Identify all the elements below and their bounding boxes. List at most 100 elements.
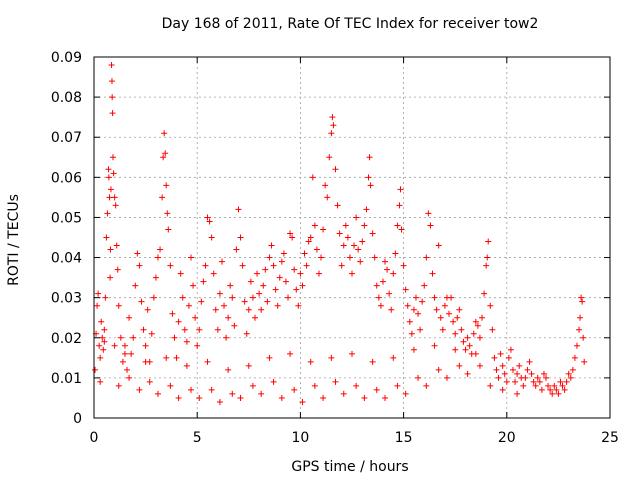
data-point-marker	[543, 374, 550, 381]
data-point-marker	[307, 358, 314, 365]
data-point-marker	[580, 334, 587, 341]
y-tick-label: 0	[73, 411, 82, 427]
x-axis-ticks: 0 5 10 15 20 25	[90, 57, 619, 446]
data-point-marker	[489, 326, 496, 333]
data-point-marker	[579, 298, 586, 305]
data-point-marker	[476, 334, 483, 341]
data-point-marker	[164, 210, 171, 217]
data-point-marker	[287, 230, 294, 237]
data-point-marker	[320, 226, 327, 233]
data-point-marker	[377, 302, 384, 309]
data-point-marker	[373, 282, 380, 289]
data-point-marker	[280, 250, 287, 257]
y-tick-label: 0.07	[51, 130, 82, 146]
data-point-marker	[431, 294, 438, 301]
data-point-marker	[369, 358, 376, 365]
y-tick-label: 0.03	[51, 291, 82, 307]
data-point-marker	[340, 390, 347, 397]
data-point-marker	[107, 274, 114, 281]
data-point-marker	[301, 250, 308, 257]
data-point-marker	[295, 302, 302, 309]
data-point-marker	[328, 130, 335, 137]
data-point-marker	[373, 386, 380, 393]
data-point-marker	[212, 306, 219, 313]
data-point-marker	[110, 170, 117, 177]
data-point-marker	[148, 330, 155, 337]
data-point-marker	[163, 182, 170, 189]
data-point-marker	[200, 278, 207, 285]
data-point-marker	[169, 310, 176, 317]
y-tick-label: 0.04	[51, 251, 82, 267]
data-point-marker	[260, 282, 267, 289]
data-point-marker	[549, 390, 556, 397]
data-point-marker	[134, 250, 141, 257]
data-point-marker	[573, 342, 580, 349]
data-point-marker	[192, 314, 199, 321]
data-point-marker	[289, 234, 296, 241]
data-point-marker	[402, 390, 409, 397]
data-point-marker	[394, 222, 401, 229]
data-point-marker	[476, 362, 483, 369]
data-point-marker	[97, 354, 104, 361]
data-point-marker	[293, 286, 300, 293]
data-point-marker	[204, 214, 211, 221]
x-tick-label: 15	[395, 430, 413, 446]
data-point-marker	[241, 298, 248, 305]
data-point-marker	[472, 318, 479, 325]
data-point-marker	[132, 282, 139, 289]
data-point-marker	[161, 130, 168, 137]
data-point-marker	[499, 386, 506, 393]
data-point-marker	[481, 290, 488, 297]
data-point-marker	[520, 382, 527, 389]
data-point-marker	[109, 154, 116, 161]
data-point-marker	[175, 394, 182, 401]
data-point-marker	[249, 382, 256, 389]
data-point-marker	[483, 262, 490, 269]
data-point-marker	[555, 390, 562, 397]
data-point-marker	[367, 182, 374, 189]
data-point-marker	[258, 306, 265, 313]
data-point-marker	[334, 202, 341, 209]
data-point-marker	[266, 254, 273, 261]
data-point-marker	[278, 394, 285, 401]
data-point-marker	[336, 230, 343, 237]
data-point-marker	[435, 242, 442, 249]
data-point-marker	[99, 334, 106, 341]
data-point-marker	[126, 314, 133, 321]
data-point-marker	[194, 342, 201, 349]
data-point-marker	[400, 262, 407, 269]
data-point-marker	[576, 326, 583, 333]
data-point-marker	[206, 218, 213, 225]
data-point-marker	[247, 278, 254, 285]
data-point-marker	[559, 382, 566, 389]
data-point-marker	[128, 350, 135, 357]
data-point-marker	[251, 314, 258, 321]
data-point-marker	[142, 342, 149, 349]
data-point-marker	[171, 334, 178, 341]
data-point-marker	[130, 334, 137, 341]
data-point-marker	[342, 222, 349, 229]
data-point-marker	[363, 206, 370, 213]
data-point-marker	[297, 270, 304, 277]
data-point-marker	[163, 354, 170, 361]
data-point-marker	[311, 382, 318, 389]
data-point-marker	[470, 330, 477, 337]
data-point-marker	[185, 302, 192, 309]
data-point-marker	[329, 114, 336, 121]
data-point-marker	[571, 354, 578, 361]
y-tick-label: 0.02	[51, 331, 82, 347]
data-point-marker	[111, 342, 118, 349]
data-point-marker	[152, 274, 159, 281]
data-point-marker	[107, 186, 114, 193]
data-point-marker	[278, 258, 285, 265]
data-point-marker	[322, 182, 329, 189]
data-point-marker	[231, 322, 238, 329]
data-point-marker	[452, 346, 459, 353]
data-point-marker	[276, 274, 283, 281]
data-point-marker	[216, 290, 223, 297]
data-point-marker	[366, 154, 373, 161]
data-point-marker	[464, 370, 471, 377]
data-point-marker	[113, 242, 120, 249]
data-point-marker	[111, 194, 118, 201]
y-tick-label: 0.06	[51, 170, 82, 186]
